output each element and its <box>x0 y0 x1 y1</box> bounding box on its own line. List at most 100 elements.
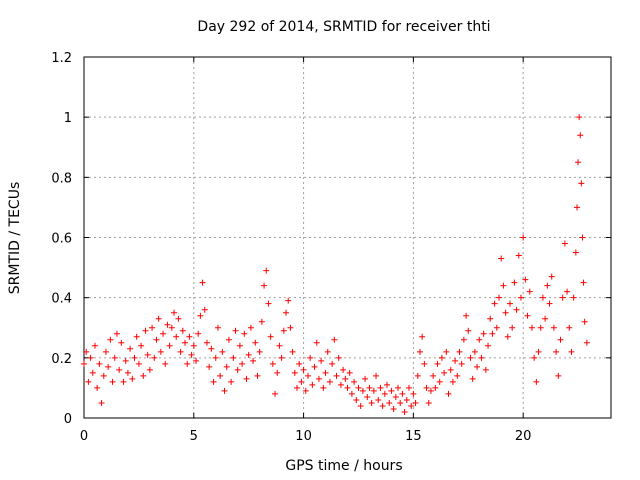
data-point <box>502 309 509 316</box>
y-tick-label: 1.2 <box>51 51 72 66</box>
data-point <box>219 348 226 355</box>
data-point <box>579 234 586 241</box>
data-point <box>575 159 582 166</box>
data-point <box>203 339 210 346</box>
data-point <box>430 372 437 379</box>
data-point <box>355 384 362 391</box>
data-point <box>395 384 402 391</box>
data-point <box>359 387 366 394</box>
data-point <box>197 312 204 319</box>
data-point <box>432 384 439 391</box>
data-point <box>105 363 112 370</box>
data-point <box>225 336 232 343</box>
data-point <box>537 324 544 331</box>
data-point <box>511 279 518 286</box>
data-point <box>471 348 478 355</box>
data-point <box>392 393 399 400</box>
data-point <box>175 315 182 322</box>
data-point <box>315 375 322 382</box>
data-point <box>346 369 353 376</box>
data-point <box>375 396 382 403</box>
data-point <box>351 378 358 385</box>
data-point <box>269 360 276 367</box>
data-point <box>179 327 186 334</box>
data-point <box>443 348 450 355</box>
data-point <box>515 252 522 259</box>
data-point <box>410 390 417 397</box>
data-point <box>309 381 316 388</box>
data-point <box>403 396 410 403</box>
data-point <box>258 318 265 325</box>
data-point <box>85 378 92 385</box>
data-point <box>419 333 426 340</box>
data-point <box>335 354 342 361</box>
data-point <box>256 348 263 355</box>
data-point <box>116 366 123 373</box>
data-point <box>362 375 369 382</box>
data-point <box>517 294 524 301</box>
data-point <box>190 342 197 349</box>
data-point <box>318 357 325 364</box>
data-point <box>423 384 430 391</box>
data-point <box>131 354 138 361</box>
data-point <box>485 342 492 349</box>
data-point <box>232 327 239 334</box>
data-point <box>304 372 311 379</box>
data-point <box>539 294 546 301</box>
data-point <box>182 339 189 346</box>
data-point <box>581 318 588 325</box>
data-point <box>506 300 513 307</box>
data-point <box>217 372 224 379</box>
data-point <box>366 384 373 391</box>
data-point <box>274 369 281 376</box>
data-point <box>344 384 351 391</box>
data-point <box>399 390 406 397</box>
y-tick-label: 0 <box>64 412 72 427</box>
data-point <box>364 393 371 400</box>
data-point <box>500 282 507 289</box>
data-point <box>96 360 103 367</box>
data-point <box>370 387 377 394</box>
data-point <box>469 375 476 382</box>
data-point <box>135 360 142 367</box>
data-point <box>138 342 145 349</box>
x-tick-label: 5 <box>190 429 198 444</box>
data-point <box>377 384 384 391</box>
data-point <box>384 381 391 388</box>
data-point <box>192 357 199 364</box>
data-point <box>149 324 156 331</box>
data-point <box>151 354 158 361</box>
data-point <box>307 354 314 361</box>
y-tick-label: 0.4 <box>51 292 72 307</box>
data-point <box>107 336 114 343</box>
x-tick-label: 20 <box>515 429 532 444</box>
data-point <box>405 384 412 391</box>
data-point <box>553 348 560 355</box>
data-point <box>250 357 257 364</box>
data-point <box>456 348 463 355</box>
data-point <box>298 378 305 385</box>
data-point <box>300 366 307 373</box>
data-point <box>559 294 566 301</box>
y-tick-label: 0.6 <box>51 232 72 247</box>
data-point <box>557 336 564 343</box>
data-point <box>89 369 96 376</box>
data-point <box>162 360 169 367</box>
data-point <box>390 405 397 412</box>
data-point <box>111 354 118 361</box>
data-point <box>544 282 551 289</box>
data-point <box>188 351 195 358</box>
data-point <box>160 330 167 337</box>
data-point <box>412 399 419 406</box>
data-point <box>522 276 529 283</box>
data-point <box>153 336 160 343</box>
data-point <box>421 360 428 367</box>
data-point <box>373 372 380 379</box>
data-point <box>436 378 443 385</box>
y-tick-label: 0.8 <box>51 171 72 186</box>
data-point <box>168 324 175 331</box>
data-point <box>195 330 202 337</box>
data-point <box>206 363 213 370</box>
data-point <box>81 360 87 367</box>
